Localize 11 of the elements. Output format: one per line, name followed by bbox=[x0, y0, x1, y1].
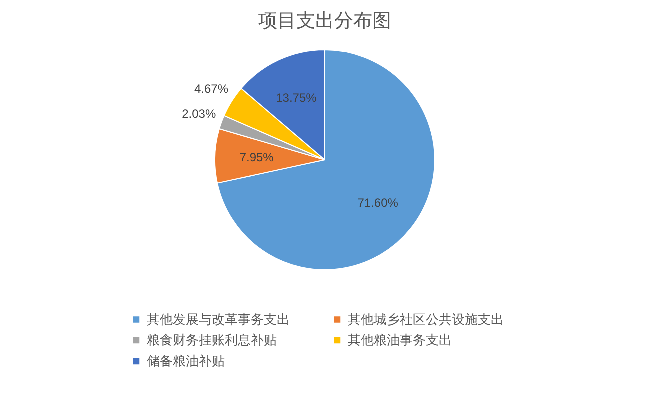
data-label: 71.60% bbox=[358, 196, 399, 210]
legend-label: 其他粮油事务支出 bbox=[348, 332, 452, 348]
chart-title: 项目支出分布图 bbox=[258, 11, 392, 32]
data-label: 13.75% bbox=[276, 91, 318, 106]
data-label: 2.03% bbox=[182, 107, 216, 122]
data-label: 7.95% bbox=[240, 150, 274, 165]
data-label: 4.67% bbox=[194, 82, 229, 96]
legend-label: 其他城乡社区公共设施支出 bbox=[348, 312, 504, 327]
legend-label: 其他发展与改革事务支出 bbox=[147, 312, 290, 327]
legend-label: 储备粮油补贴 bbox=[147, 354, 225, 368]
legend-label: 粮食财务挂账利息补贴 bbox=[147, 332, 277, 348]
